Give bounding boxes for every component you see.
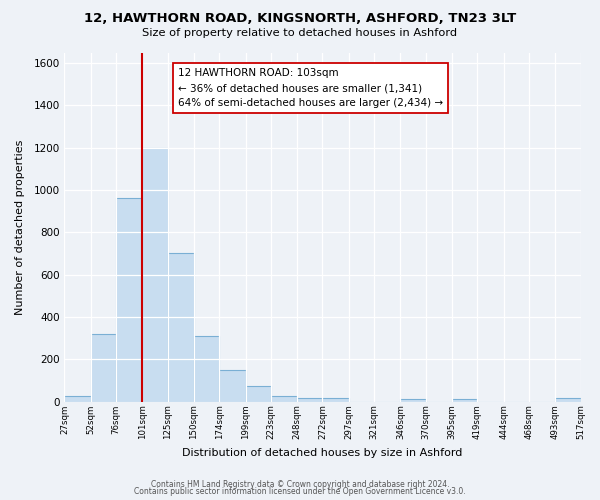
Bar [116,198,142,402]
Bar [64,396,91,402]
X-axis label: Distribution of detached houses by size in Ashford: Distribution of detached houses by size … [182,448,463,458]
Y-axis label: Number of detached properties: Number of detached properties [15,140,25,314]
Text: 12 HAWTHORN ROAD: 103sqm
← 36% of detached houses are smaller (1,341)
64% of sem: 12 HAWTHORN ROAD: 103sqm ← 36% of detach… [178,68,443,108]
Bar [142,148,167,402]
Bar [91,334,116,402]
Bar [555,398,581,402]
Bar [219,370,245,402]
Text: 12, HAWTHORN ROAD, KINGSNORTH, ASHFORD, TN23 3LT: 12, HAWTHORN ROAD, KINGSNORTH, ASHFORD, … [84,12,516,26]
Bar [322,398,349,402]
Bar [167,254,194,402]
Text: Contains public sector information licensed under the Open Government Licence v3: Contains public sector information licen… [134,487,466,496]
Text: Size of property relative to detached houses in Ashford: Size of property relative to detached ho… [142,28,458,38]
Bar [452,400,477,402]
Bar [271,396,297,402]
Bar [297,398,322,402]
Bar [400,400,425,402]
Bar [194,336,219,402]
Text: Contains HM Land Registry data © Crown copyright and database right 2024.: Contains HM Land Registry data © Crown c… [151,480,449,489]
Bar [245,386,271,402]
